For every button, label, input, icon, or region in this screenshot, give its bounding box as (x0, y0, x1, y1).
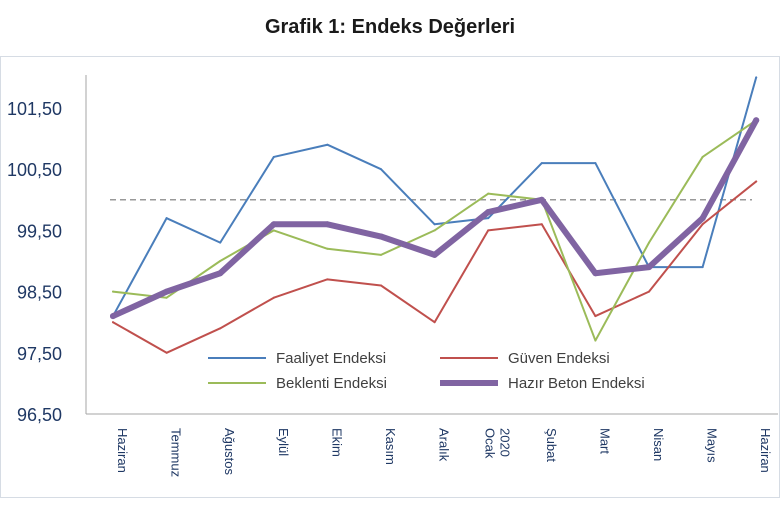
x-tick-text: Haziran (115, 428, 130, 473)
y-tick-label: 97,50 (17, 344, 62, 364)
x-tick-label: Şubat (544, 428, 559, 462)
legend-label: Beklenti Endeksi (276, 375, 387, 392)
chart-title: Grafik 1: Endeks Değerleri (264, 16, 516, 38)
legend-item: Faaliyet Endeksi (208, 350, 386, 367)
data-point (272, 229, 275, 232)
data-point (699, 215, 706, 222)
legend-label: Güven Endeksi (508, 350, 610, 367)
data-point (648, 290, 650, 293)
data-point (753, 117, 760, 124)
data-point (701, 223, 704, 226)
y-tick-label: 100,50 (7, 160, 62, 180)
data-point (270, 221, 277, 228)
data-point (326, 247, 329, 250)
data-point (433, 321, 436, 324)
data-point (326, 278, 329, 281)
data-point (594, 315, 597, 318)
legend-label: Faaliyet Endeksi (276, 350, 386, 367)
data-point (538, 196, 545, 203)
data-point (219, 327, 222, 330)
data-point (648, 241, 650, 244)
data-point (701, 266, 704, 269)
data-point (592, 270, 599, 277)
x-tick-label: Ekim (329, 428, 344, 457)
y-tick-label: 98,50 (17, 283, 62, 303)
x-tick-label: Temmuz (169, 428, 184, 477)
data-point (112, 321, 114, 324)
legend-item: Hazır Beton Endeksi (440, 375, 645, 392)
data-point (272, 155, 275, 158)
y-tick-label: 101,50 (7, 99, 62, 119)
data-point (646, 264, 652, 271)
data-point (485, 209, 492, 216)
data-point (755, 76, 758, 79)
x-tick-text: Eylül (276, 428, 291, 456)
data-point (380, 168, 382, 171)
data-point (219, 260, 222, 262)
data-point (165, 296, 168, 299)
data-point (487, 192, 490, 195)
x-tick-label: Haziran (115, 428, 130, 473)
data-point (755, 180, 758, 183)
x-tick-text: Şubat (544, 428, 559, 462)
legend-label: Hazır Beton Endeksi (508, 375, 645, 392)
x-tick-text: Mayıs (705, 428, 720, 463)
x-tick-label: Nisan (651, 428, 666, 461)
data-point (217, 270, 224, 277)
x-tick-label: Eylül (276, 428, 291, 456)
x-tick-label: Mart (597, 428, 612, 454)
data-point (540, 223, 543, 226)
x-tick-text: Ocak (483, 428, 498, 459)
data-point (380, 284, 382, 287)
data-point (219, 241, 222, 244)
x-tick-text: Ağustos (222, 428, 237, 475)
data-point (165, 351, 168, 354)
data-point (326, 143, 329, 146)
x-tick-text: Mart (597, 428, 612, 454)
legend-item: Beklenti Endeksi (208, 375, 387, 392)
data-point (433, 229, 436, 232)
data-point (165, 217, 168, 220)
data-point (110, 313, 116, 320)
x-tick-label: Mayıs (705, 428, 720, 463)
data-point (380, 253, 382, 256)
x-tick-text: 2020 (498, 428, 513, 457)
data-point (487, 217, 490, 220)
data-point (324, 221, 331, 228)
series-line-faaliyet-endeksi (112, 76, 758, 318)
x-tick-label: Ocak 2020 (483, 428, 513, 459)
x-tick-label: Kasım (383, 428, 398, 465)
x-tick-text: Temmuz (169, 428, 184, 477)
x-tick-text: Kasım (383, 428, 398, 465)
legend-item: Güven Endeksi (440, 350, 610, 367)
data-point (594, 339, 597, 342)
data-point (433, 223, 436, 226)
data-point (701, 155, 704, 158)
x-tick-label: Aralık (437, 428, 452, 462)
x-tick-text: Aralık (437, 428, 452, 462)
data-point (540, 162, 543, 165)
data-point (594, 162, 597, 165)
data-point (272, 296, 275, 299)
data-point (112, 290, 114, 293)
data-point (487, 229, 490, 232)
x-tick-text: Nisan (651, 428, 666, 461)
y-tick-label: 96,50 (17, 405, 62, 425)
series-line-hazır-beton-endeksi (110, 117, 760, 320)
x-tick-text: Ekim (329, 428, 344, 457)
x-tick-text: Haziran (758, 428, 773, 473)
x-tick-label: Haziran (758, 428, 773, 473)
x-tick-label: Ağustos (222, 428, 237, 475)
data-point (378, 233, 384, 240)
data-point (163, 288, 170, 295)
y-tick-label: 99,50 (17, 221, 62, 241)
data-point (431, 251, 438, 258)
